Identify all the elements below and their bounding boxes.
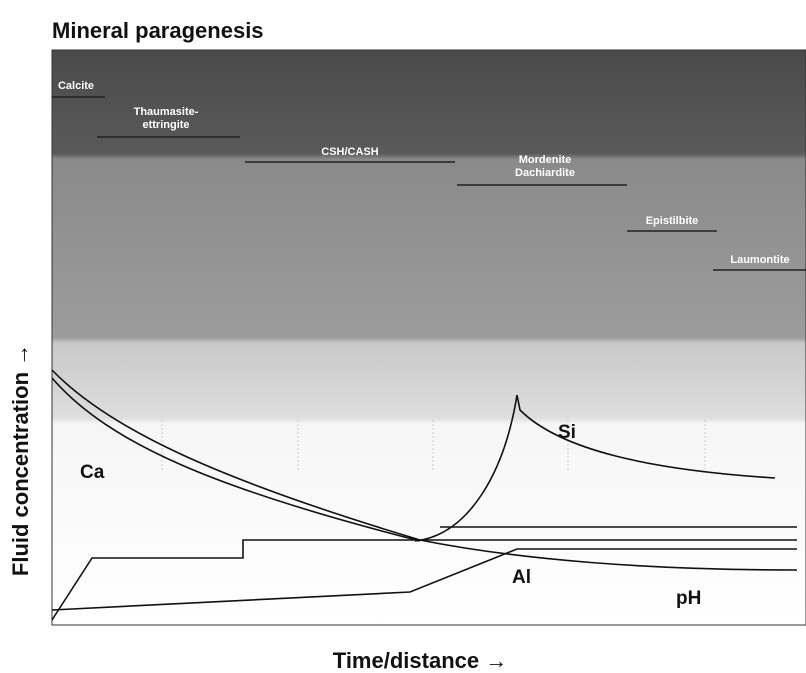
y-axis-label: Fluid concentration → xyxy=(8,344,33,576)
ph-curve xyxy=(51,548,797,611)
title: Mineral paragenesis xyxy=(52,18,264,43)
mineral-label: Calcite xyxy=(58,80,94,92)
mineral-label: Mordenite xyxy=(519,154,572,166)
mineral-label: CSH/CASH xyxy=(321,146,379,158)
mineral-label: Thaumasite- xyxy=(134,106,199,118)
mineral-label: Epistilbite xyxy=(646,215,699,227)
frame xyxy=(51,49,806,626)
curve-label: Ca xyxy=(80,462,105,483)
al-curve xyxy=(51,539,797,621)
curve-label: Al xyxy=(512,567,531,588)
ca-curve-inner xyxy=(51,377,421,542)
curve-label: Si xyxy=(558,422,576,443)
curve-label: pH xyxy=(676,588,701,609)
mineral-label: Dachiardite xyxy=(515,167,575,179)
si-curve xyxy=(414,394,776,542)
curves xyxy=(51,369,798,621)
mineral-label: Laumontite xyxy=(730,254,789,266)
x-axis-label: Time/distance → xyxy=(333,648,507,673)
mineral-label: ettringite xyxy=(142,119,189,131)
mineral-labels: Calcite Thaumasite- ettringite CSH/CASH … xyxy=(58,80,790,266)
background xyxy=(52,50,806,625)
mineral-bars xyxy=(52,96,806,271)
